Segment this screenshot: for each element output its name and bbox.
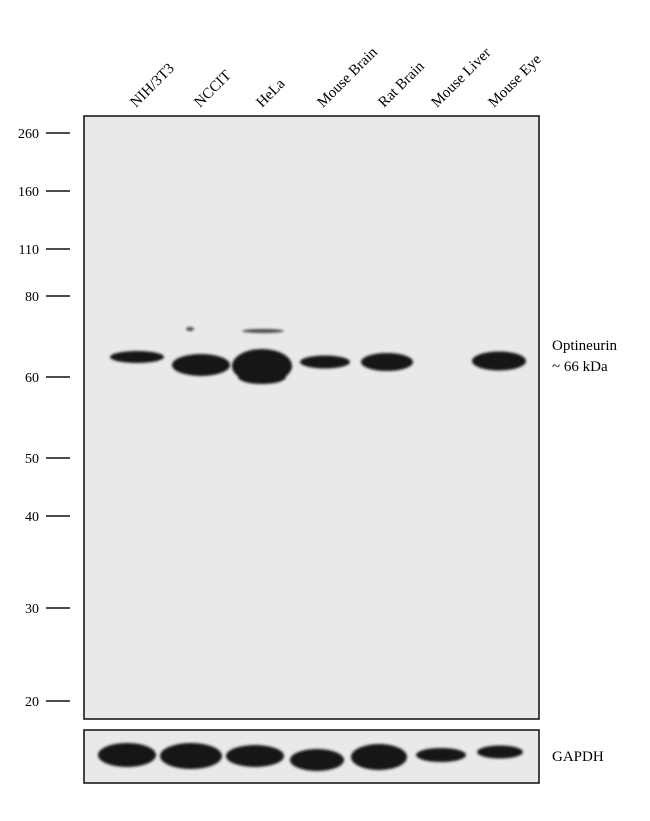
marker-label-30: 30 xyxy=(25,602,39,617)
faint-upper-bands xyxy=(186,327,284,333)
marker-label-20: 20 xyxy=(25,695,39,710)
band-nih3t3 xyxy=(110,351,164,363)
band-nccit xyxy=(172,354,230,376)
target-name-label: Optineurin xyxy=(552,338,617,354)
faint-band-nccit xyxy=(186,327,194,331)
gapdh-band-hela xyxy=(226,745,284,767)
lane-label-mouse-liver: Mouse Liver xyxy=(429,45,495,111)
gapdh-bands xyxy=(98,743,523,771)
marker-label-160: 160 xyxy=(18,185,39,200)
mw-markers: 260 160 110 80 60 50 40 30 20 xyxy=(18,127,70,710)
marker-label-110: 110 xyxy=(19,243,39,258)
gapdh-band-nccit xyxy=(160,743,222,769)
gapdh-band-mouse-eye xyxy=(477,745,523,759)
marker-label-40: 40 xyxy=(25,510,39,525)
faint-band-hela xyxy=(242,329,284,333)
gapdh-band-rat-brain xyxy=(351,744,407,770)
lane-label-mouse-eye: Mouse Eye xyxy=(486,51,546,111)
marker-label-50: 50 xyxy=(25,452,39,467)
gapdh-band-mouse-brain xyxy=(290,749,344,771)
marker-label-260: 260 xyxy=(18,127,39,142)
lane-label-nccit: NCCIT xyxy=(192,68,235,111)
lane-label-hela: HeLa xyxy=(254,76,289,111)
main-blot-panel xyxy=(83,115,540,720)
optineurin-bands xyxy=(110,349,526,384)
band-hela-smear xyxy=(238,370,286,384)
loading-control-label: GAPDH xyxy=(552,749,604,765)
gapdh-band-nih3t3 xyxy=(98,743,156,767)
lane-label-rat-brain: Rat Brain xyxy=(376,58,429,111)
band-mouse-eye xyxy=(472,351,526,371)
marker-label-80: 80 xyxy=(25,290,39,305)
lane-labels: NIH/3T3 NCCIT HeLa Mouse Brain Rat Brain… xyxy=(128,44,546,111)
gapdh-band-mouse-liver xyxy=(416,748,466,762)
band-mouse-brain xyxy=(300,355,350,369)
target-size-label: ~ 66 kDa xyxy=(552,359,608,375)
lane-label-mouse-brain: Mouse Brain xyxy=(315,44,382,111)
lane-label-nih3t3: NIH/3T3 xyxy=(128,61,178,111)
band-rat-brain xyxy=(361,353,413,371)
marker-label-60: 60 xyxy=(25,371,39,386)
